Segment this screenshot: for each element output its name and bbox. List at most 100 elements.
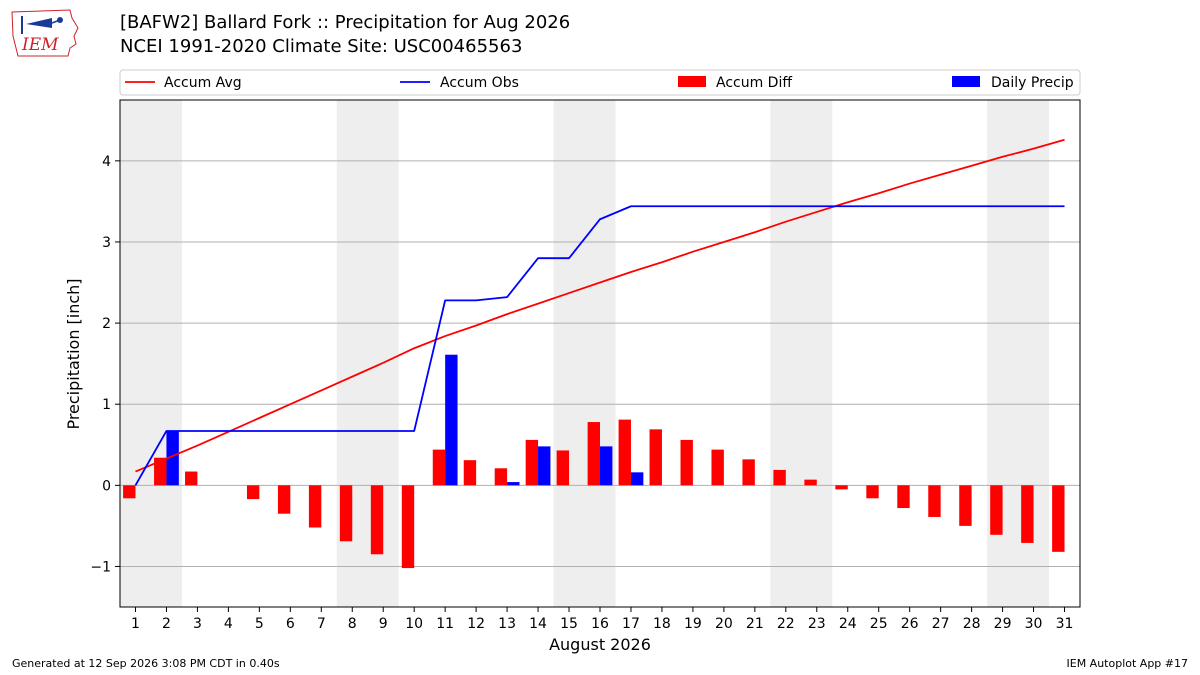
accum-diff-bar (308, 485, 322, 528)
legend: Accum Avg Accum Obs Accum Diff Daily Pre… (119, 69, 1081, 96)
x-tick-label: 4 (224, 616, 233, 632)
chart-subtitle: NCEI 1991-2020 Climate Site: USC00465563 (120, 36, 523, 57)
daily-precip-bar (630, 472, 644, 486)
weekend-band (120, 100, 182, 607)
accum-diff-bar (1052, 485, 1065, 552)
accum-diff-bar (185, 471, 198, 486)
y-tick-label: 3 (102, 235, 111, 251)
accum-diff-bar (123, 485, 136, 499)
x-tick-label: 26 (901, 616, 919, 632)
x-tick-label: 17 (622, 616, 640, 632)
x-tick-label: 2 (162, 616, 171, 632)
y-tick-label: 1 (102, 397, 111, 413)
accum-diff-bar (928, 485, 941, 517)
accum-diff-bar (711, 449, 724, 486)
app-credit: IEM Autoplot App #17 (1066, 657, 1189, 670)
x-tick-label: 16 (591, 616, 609, 632)
accum-diff-bar (866, 485, 879, 499)
y-axis-label: Precipitation [inch] (64, 278, 83, 429)
daily-precip-bar (166, 430, 179, 486)
x-tick-label: 22 (777, 616, 795, 632)
x-tick-label: 6 (286, 616, 295, 632)
x-tick-label: 12 (467, 616, 485, 632)
wind-vane (26, 18, 52, 28)
accum-diff-bars (123, 419, 1065, 569)
x-tick-label: 30 (1025, 616, 1043, 632)
x-tick-label: 15 (560, 616, 578, 632)
x-tick-label: 13 (498, 616, 516, 632)
x-tick-label: 21 (746, 616, 764, 632)
y-axis-ticks: −1 0 1 2 3 4 (90, 154, 120, 575)
accum-diff-bar (618, 419, 631, 486)
accum-diff-bar (897, 485, 910, 509)
accum-diff-bar (649, 429, 662, 486)
x-tick-label: 10 (405, 616, 423, 632)
accum-diff-bar (432, 449, 446, 486)
legend-diff-swatch-icon (678, 76, 706, 87)
y-tick-label: −1 (90, 559, 111, 575)
y-tick-label: 2 (102, 316, 111, 332)
accum-diff-bar (556, 450, 570, 486)
chart-title: [BAFW2] Ballard Fork :: Precipitation fo… (120, 12, 571, 33)
accum-diff-bar (990, 485, 1003, 535)
accum-diff-bar (804, 479, 817, 486)
accum-avg-line (135, 138, 1065, 473)
x-tick-label: 14 (529, 616, 547, 632)
x-axis-label: August 2026 (549, 635, 651, 654)
x-tick-label: 8 (348, 616, 357, 632)
daily-precip-bar (538, 446, 551, 486)
x-tick-label: 20 (715, 616, 733, 632)
accum-diff-bar (277, 485, 291, 514)
daily-precip-bar (600, 446, 613, 486)
accum-diff-bar (246, 485, 260, 500)
legend-accum-obs: Accum Obs (440, 75, 519, 91)
accum-diff-bar (525, 439, 539, 486)
accum-diff-bar (773, 469, 786, 486)
x-tick-label: 29 (994, 616, 1012, 632)
x-tick-label: 27 (932, 616, 950, 632)
x-tick-label: 9 (379, 616, 388, 632)
weekend-shading (120, 100, 1050, 607)
accum-diff-bar (587, 422, 600, 486)
x-tick-label: 5 (255, 616, 264, 632)
x-tick-label: 24 (839, 616, 857, 632)
daily-precip-bar (507, 482, 520, 486)
x-tick-label: 3 (193, 616, 202, 632)
daily-precip-bar (445, 354, 458, 486)
legend-box (119, 69, 1081, 96)
iowa-outline (11, 9, 79, 57)
legend-daily-precip: Daily Precip (991, 75, 1074, 91)
accum-lines (134, 138, 1065, 486)
x-tick-label: 25 (870, 616, 888, 632)
legend-accum-avg: Accum Avg (164, 75, 242, 91)
daily-precip-bars (166, 354, 644, 486)
x-tick-label: 7 (317, 616, 326, 632)
x-axis-ticks: 1 2 3 4 5 6 7 8 9 10 11 12 13 14 15 16 17 18 19 20 21 22 23 24 2… (131, 607, 1073, 632)
accum-diff-bar (959, 485, 972, 526)
accum-diff-bar (835, 485, 848, 490)
x-tick-label: 23 (808, 616, 826, 632)
grid-lines (120, 160, 1080, 567)
y-tick-label: 4 (102, 154, 111, 170)
x-tick-label: 19 (684, 616, 702, 632)
x-tick-label: 31 (1056, 616, 1074, 632)
accum-diff-bar (370, 485, 384, 555)
accum-diff-bar (742, 459, 755, 486)
accum-diff-bar (1021, 485, 1034, 543)
accum-obs-line (134, 205, 1065, 486)
legend-accum-diff: Accum Diff (716, 75, 792, 91)
iem-logo: IEM (8, 6, 82, 60)
x-tick-label: 1 (131, 616, 140, 632)
weekend-band (770, 100, 833, 607)
accum-diff-bar (154, 457, 167, 486)
accum-diff-bar (680, 439, 693, 486)
x-tick-label: 18 (653, 616, 671, 632)
accum-diff-bar (401, 485, 415, 569)
logo-text: IEM (21, 35, 59, 55)
x-tick-label: 28 (963, 616, 981, 632)
iem-iowa-logo-icon: IEM (11, 9, 79, 57)
anemometer-arm (51, 19, 61, 24)
generated-timestamp: Generated at 12 Sep 2026 3:08 PM CDT in … (12, 657, 280, 670)
x-tick-label: 11 (436, 616, 454, 632)
